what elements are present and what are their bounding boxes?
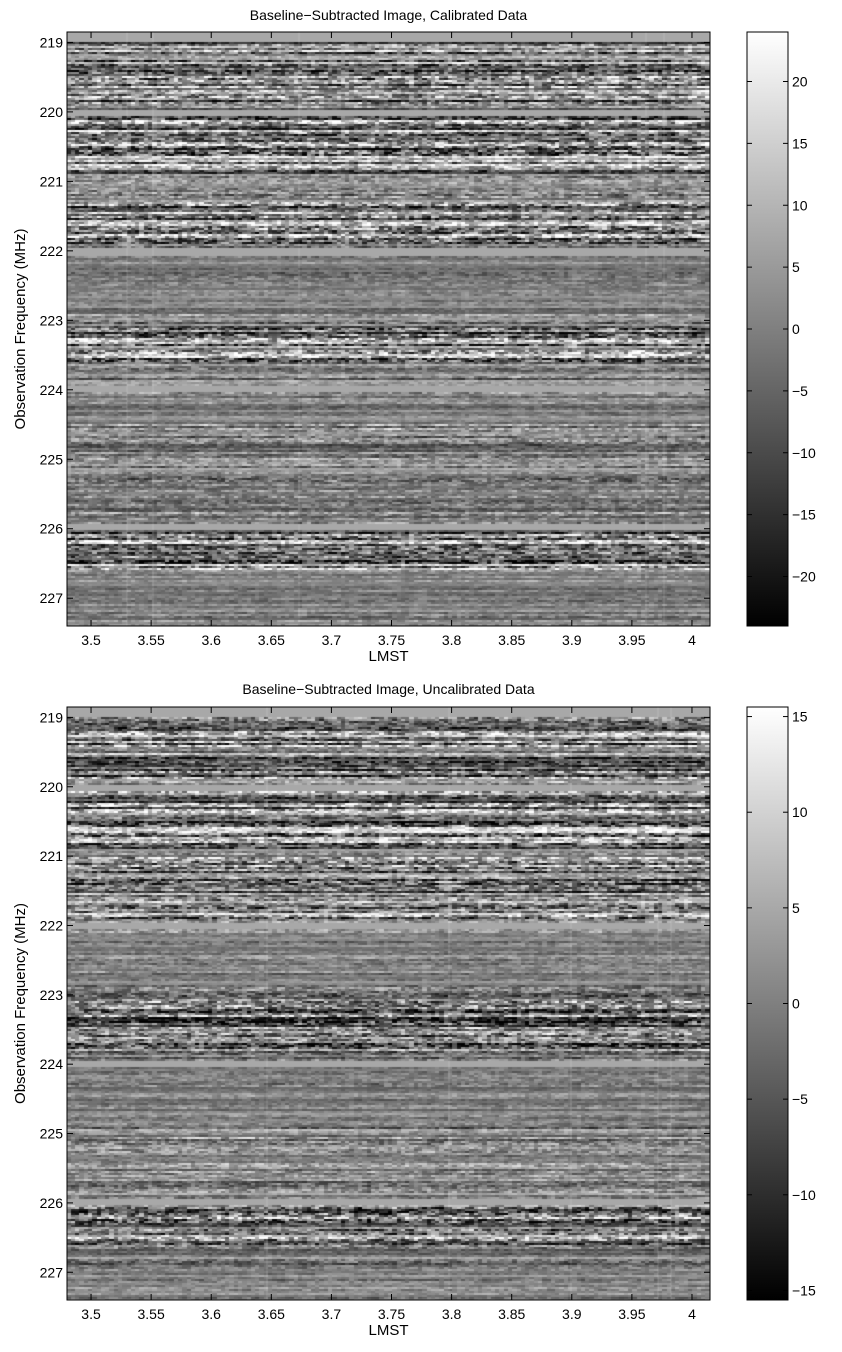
y-tick-label: 221 — [40, 848, 64, 864]
panel-1: 3.5 3.55 3.6 3.65 3.7 3.75 3.8 3.85 3.9 3.95 4 219 2… — [12, 7, 816, 665]
y-tick-label: 220 — [40, 779, 64, 795]
x-tick-label: 3.9 — [562, 1306, 582, 1322]
x-axis-label: LMST — [368, 1322, 408, 1339]
colorbar-tick-label: 5 — [792, 900, 800, 916]
y-tick-label: 219 — [40, 34, 64, 50]
colorbar-tick-label: 0 — [792, 996, 800, 1012]
x-tick-label: 3.5 — [81, 1306, 101, 1322]
y-tick-label: 222 — [40, 917, 64, 933]
colorbar-tick-label: 10 — [792, 804, 808, 820]
x-tick-label: 4 — [688, 632, 696, 648]
x-tick-label: 3.55 — [138, 632, 165, 648]
y-tick-label: 220 — [40, 104, 64, 120]
x-tick-label: 3.5 — [81, 632, 101, 648]
chart-title: Baseline−Subtracted Image, Uncalibrated … — [242, 681, 534, 697]
colorbar-tick-label: −10 — [792, 445, 816, 461]
y-tick-label: 224 — [40, 382, 64, 398]
y-tick-label: 224 — [40, 1056, 64, 1072]
colorbar-tick-label: −15 — [792, 507, 816, 523]
colorbar-tick-label: −5 — [792, 1091, 808, 1107]
y-tick-label: 227 — [40, 1264, 64, 1280]
y-tick-label: 226 — [40, 1195, 64, 1211]
x-tick-label: 3.8 — [442, 1306, 462, 1322]
colorbar-tick-label: −10 — [792, 1187, 816, 1203]
x-axis-label: LMST — [368, 648, 408, 665]
x-tick-label: 3.85 — [498, 1306, 525, 1322]
y-tick-label: 223 — [40, 987, 64, 1003]
x-tick-label: 3.6 — [201, 632, 221, 648]
colorbar-tick-label: 20 — [792, 74, 808, 90]
x-tick-label: 3.75 — [378, 632, 405, 648]
y-axis-label: Observation Frequency (MHz) — [12, 229, 29, 430]
x-tick-label: 3.6 — [201, 1306, 221, 1322]
y-tick-label: 219 — [40, 709, 64, 725]
y-tick-label: 227 — [40, 590, 64, 606]
x-tick-label: 3.75 — [378, 1306, 405, 1322]
x-tick-label: 3.7 — [322, 1306, 342, 1322]
axes-frame — [66, 31, 711, 627]
colorbar-tick-label: 10 — [792, 197, 808, 213]
colorbar-tick-label: −15 — [792, 1282, 816, 1298]
colorbar-tick-label: 5 — [792, 259, 800, 275]
x-tick-label: 3.9 — [562, 632, 582, 648]
colorbar-tick-label: 15 — [792, 135, 808, 151]
x-tick-label: 3.55 — [138, 1306, 165, 1322]
colorbar-tick-label: 15 — [792, 709, 808, 725]
colorbar-tick-label: 0 — [792, 321, 800, 337]
colorbar-tick-label: −5 — [792, 383, 808, 399]
x-tick-label: 3.65 — [258, 632, 285, 648]
y-tick-label: 225 — [40, 1126, 64, 1142]
x-tick-label: 3.8 — [442, 632, 462, 648]
y-tick-label: 223 — [40, 312, 64, 328]
x-tick-label: 3.95 — [618, 632, 645, 648]
y-axis-label: Observation Frequency (MHz) — [12, 903, 29, 1104]
y-tick-label: 226 — [40, 521, 64, 537]
heatmap-raster — [67, 707, 710, 1300]
chart-title: Baseline−Subtracted Image, Calibrated Da… — [250, 7, 528, 23]
x-tick-label: 4 — [688, 1306, 696, 1322]
x-tick-label: 3.95 — [618, 1306, 645, 1322]
y-tick-label: 221 — [40, 173, 64, 189]
x-tick-label: 3.65 — [258, 1306, 285, 1322]
heatmap-raster — [67, 32, 710, 626]
x-tick-label: 3.85 — [498, 632, 525, 648]
panel-2: 3.5 3.55 3.6 3.65 3.7 3.75 3.8 3.85 3.9 3.95 4 219 2… — [12, 681, 816, 1339]
colorbar — [746, 31, 789, 627]
colorbar-tick-label: −20 — [792, 569, 816, 585]
y-tick-label: 225 — [40, 451, 64, 467]
colorbar — [746, 706, 789, 1301]
axes-frame — [66, 706, 711, 1301]
x-tick-label: 3.7 — [322, 632, 342, 648]
y-tick-label: 222 — [40, 243, 64, 259]
